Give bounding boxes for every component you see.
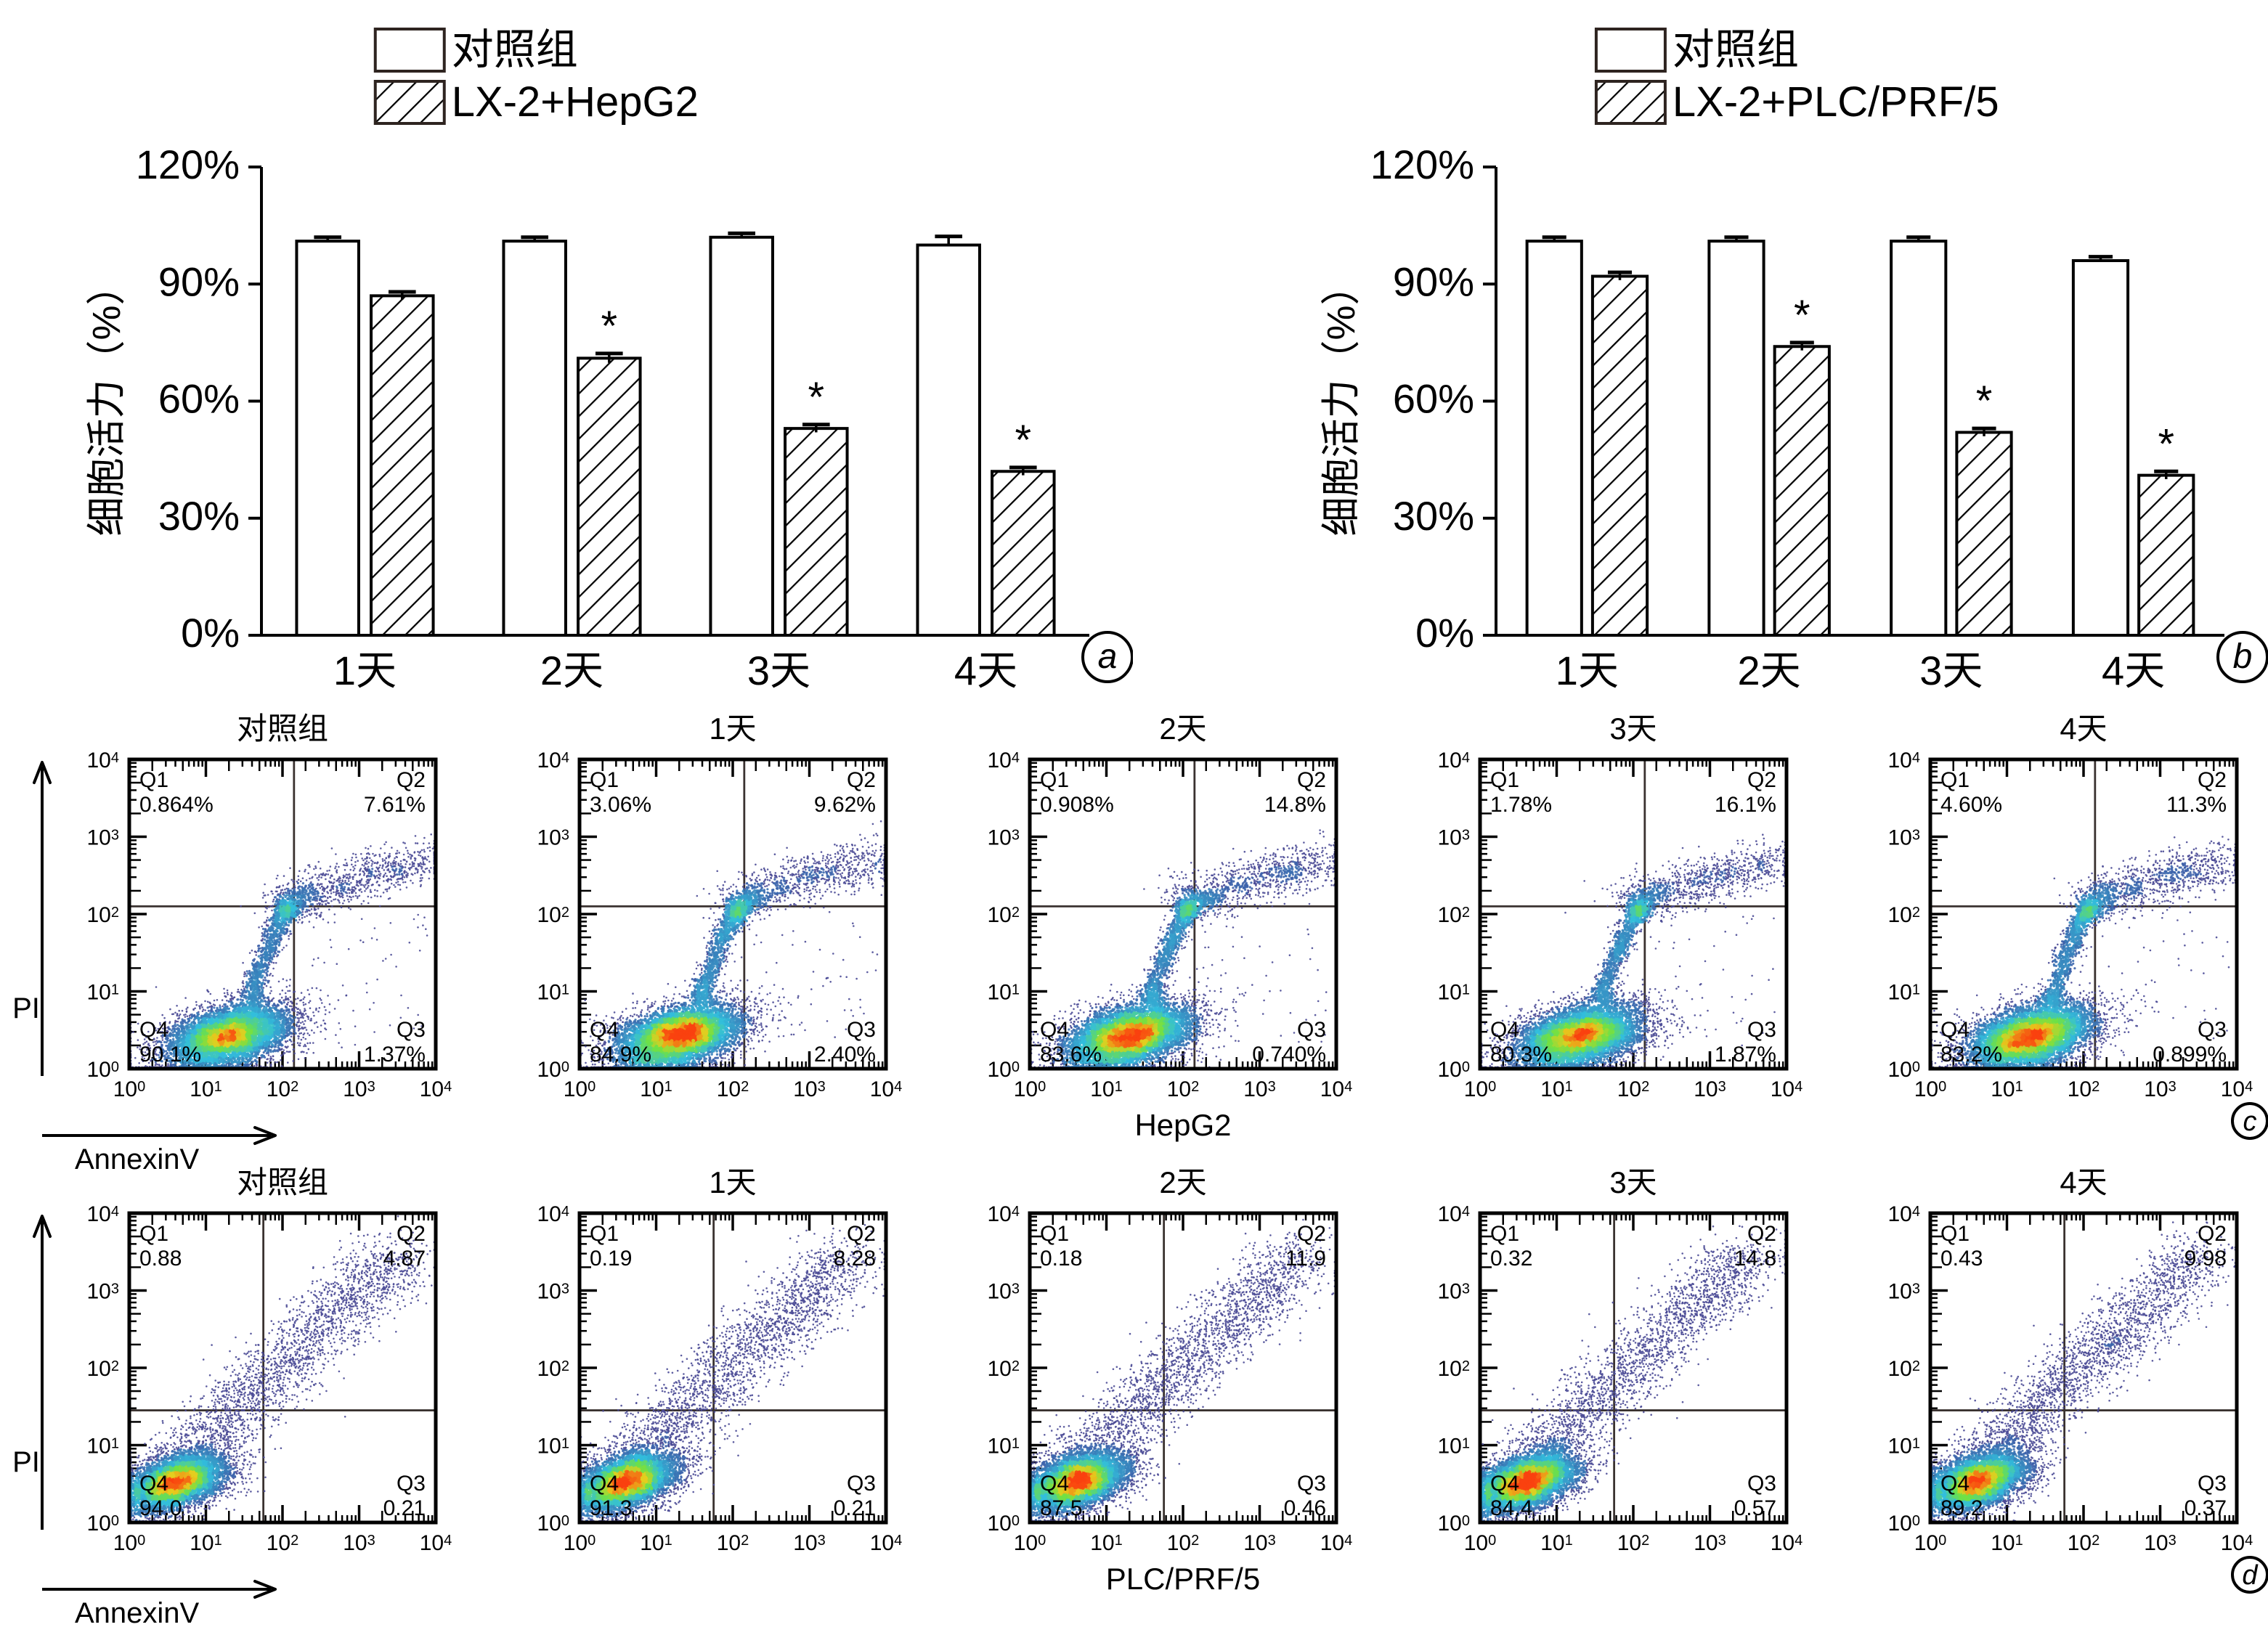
svg-text:101: 101 (87, 981, 120, 1005)
svg-text:对照组: 对照组 (1672, 26, 1799, 73)
svg-text:4天: 4天 (2102, 648, 2165, 690)
svg-text:LX-2+HepG2: LX-2+HepG2 (452, 78, 699, 126)
svg-text:1天: 1天 (1556, 648, 1619, 690)
svg-text:30%: 30% (1393, 493, 1474, 539)
svg-text:103: 103 (87, 826, 120, 850)
svg-text:3天: 3天 (747, 648, 810, 690)
svg-text:101: 101 (190, 1077, 222, 1101)
svg-text:30%: 30% (158, 493, 240, 539)
svg-text:*: * (2158, 420, 2174, 468)
svg-text:LX-2+PLC/PRF/5: LX-2+PLC/PRF/5 (1672, 78, 1999, 126)
svg-text:*: * (1015, 417, 1032, 464)
svg-text:90%: 90% (158, 258, 240, 304)
svg-text:*: * (1794, 292, 1810, 339)
svg-text:102: 102 (87, 903, 120, 927)
svg-text:60%: 60% (158, 376, 240, 422)
svg-text:a: a (1098, 637, 1118, 676)
svg-text:104: 104 (420, 1077, 452, 1101)
svg-text:*: * (601, 303, 618, 350)
svg-text:60%: 60% (1393, 376, 1474, 422)
svg-text:对照组: 对照组 (452, 26, 578, 73)
svg-text:104: 104 (87, 749, 120, 772)
svg-text:3天: 3天 (1919, 648, 1983, 690)
svg-text:0%: 0% (1415, 610, 1474, 656)
svg-text:细胞活力（%）: 细胞活力（%） (85, 266, 129, 536)
svg-text:b: b (2233, 637, 2253, 676)
svg-text:120%: 120% (1370, 142, 1474, 187)
svg-text:4天: 4天 (954, 648, 1017, 690)
svg-text:1天: 1天 (333, 648, 397, 690)
svg-text:*: * (808, 374, 825, 421)
svg-text:102: 102 (267, 1077, 299, 1101)
svg-text:2天: 2天 (540, 648, 603, 690)
svg-text:103: 103 (343, 1077, 375, 1101)
svg-text:100: 100 (113, 1077, 146, 1101)
svg-text:120%: 120% (136, 142, 240, 187)
svg-text:*: * (1976, 378, 1993, 425)
svg-text:90%: 90% (1393, 258, 1474, 304)
svg-text:2天: 2天 (1738, 648, 1801, 690)
svg-text:细胞活力（%）: 细胞活力（%） (1320, 266, 1363, 536)
svg-text:0%: 0% (181, 610, 240, 656)
